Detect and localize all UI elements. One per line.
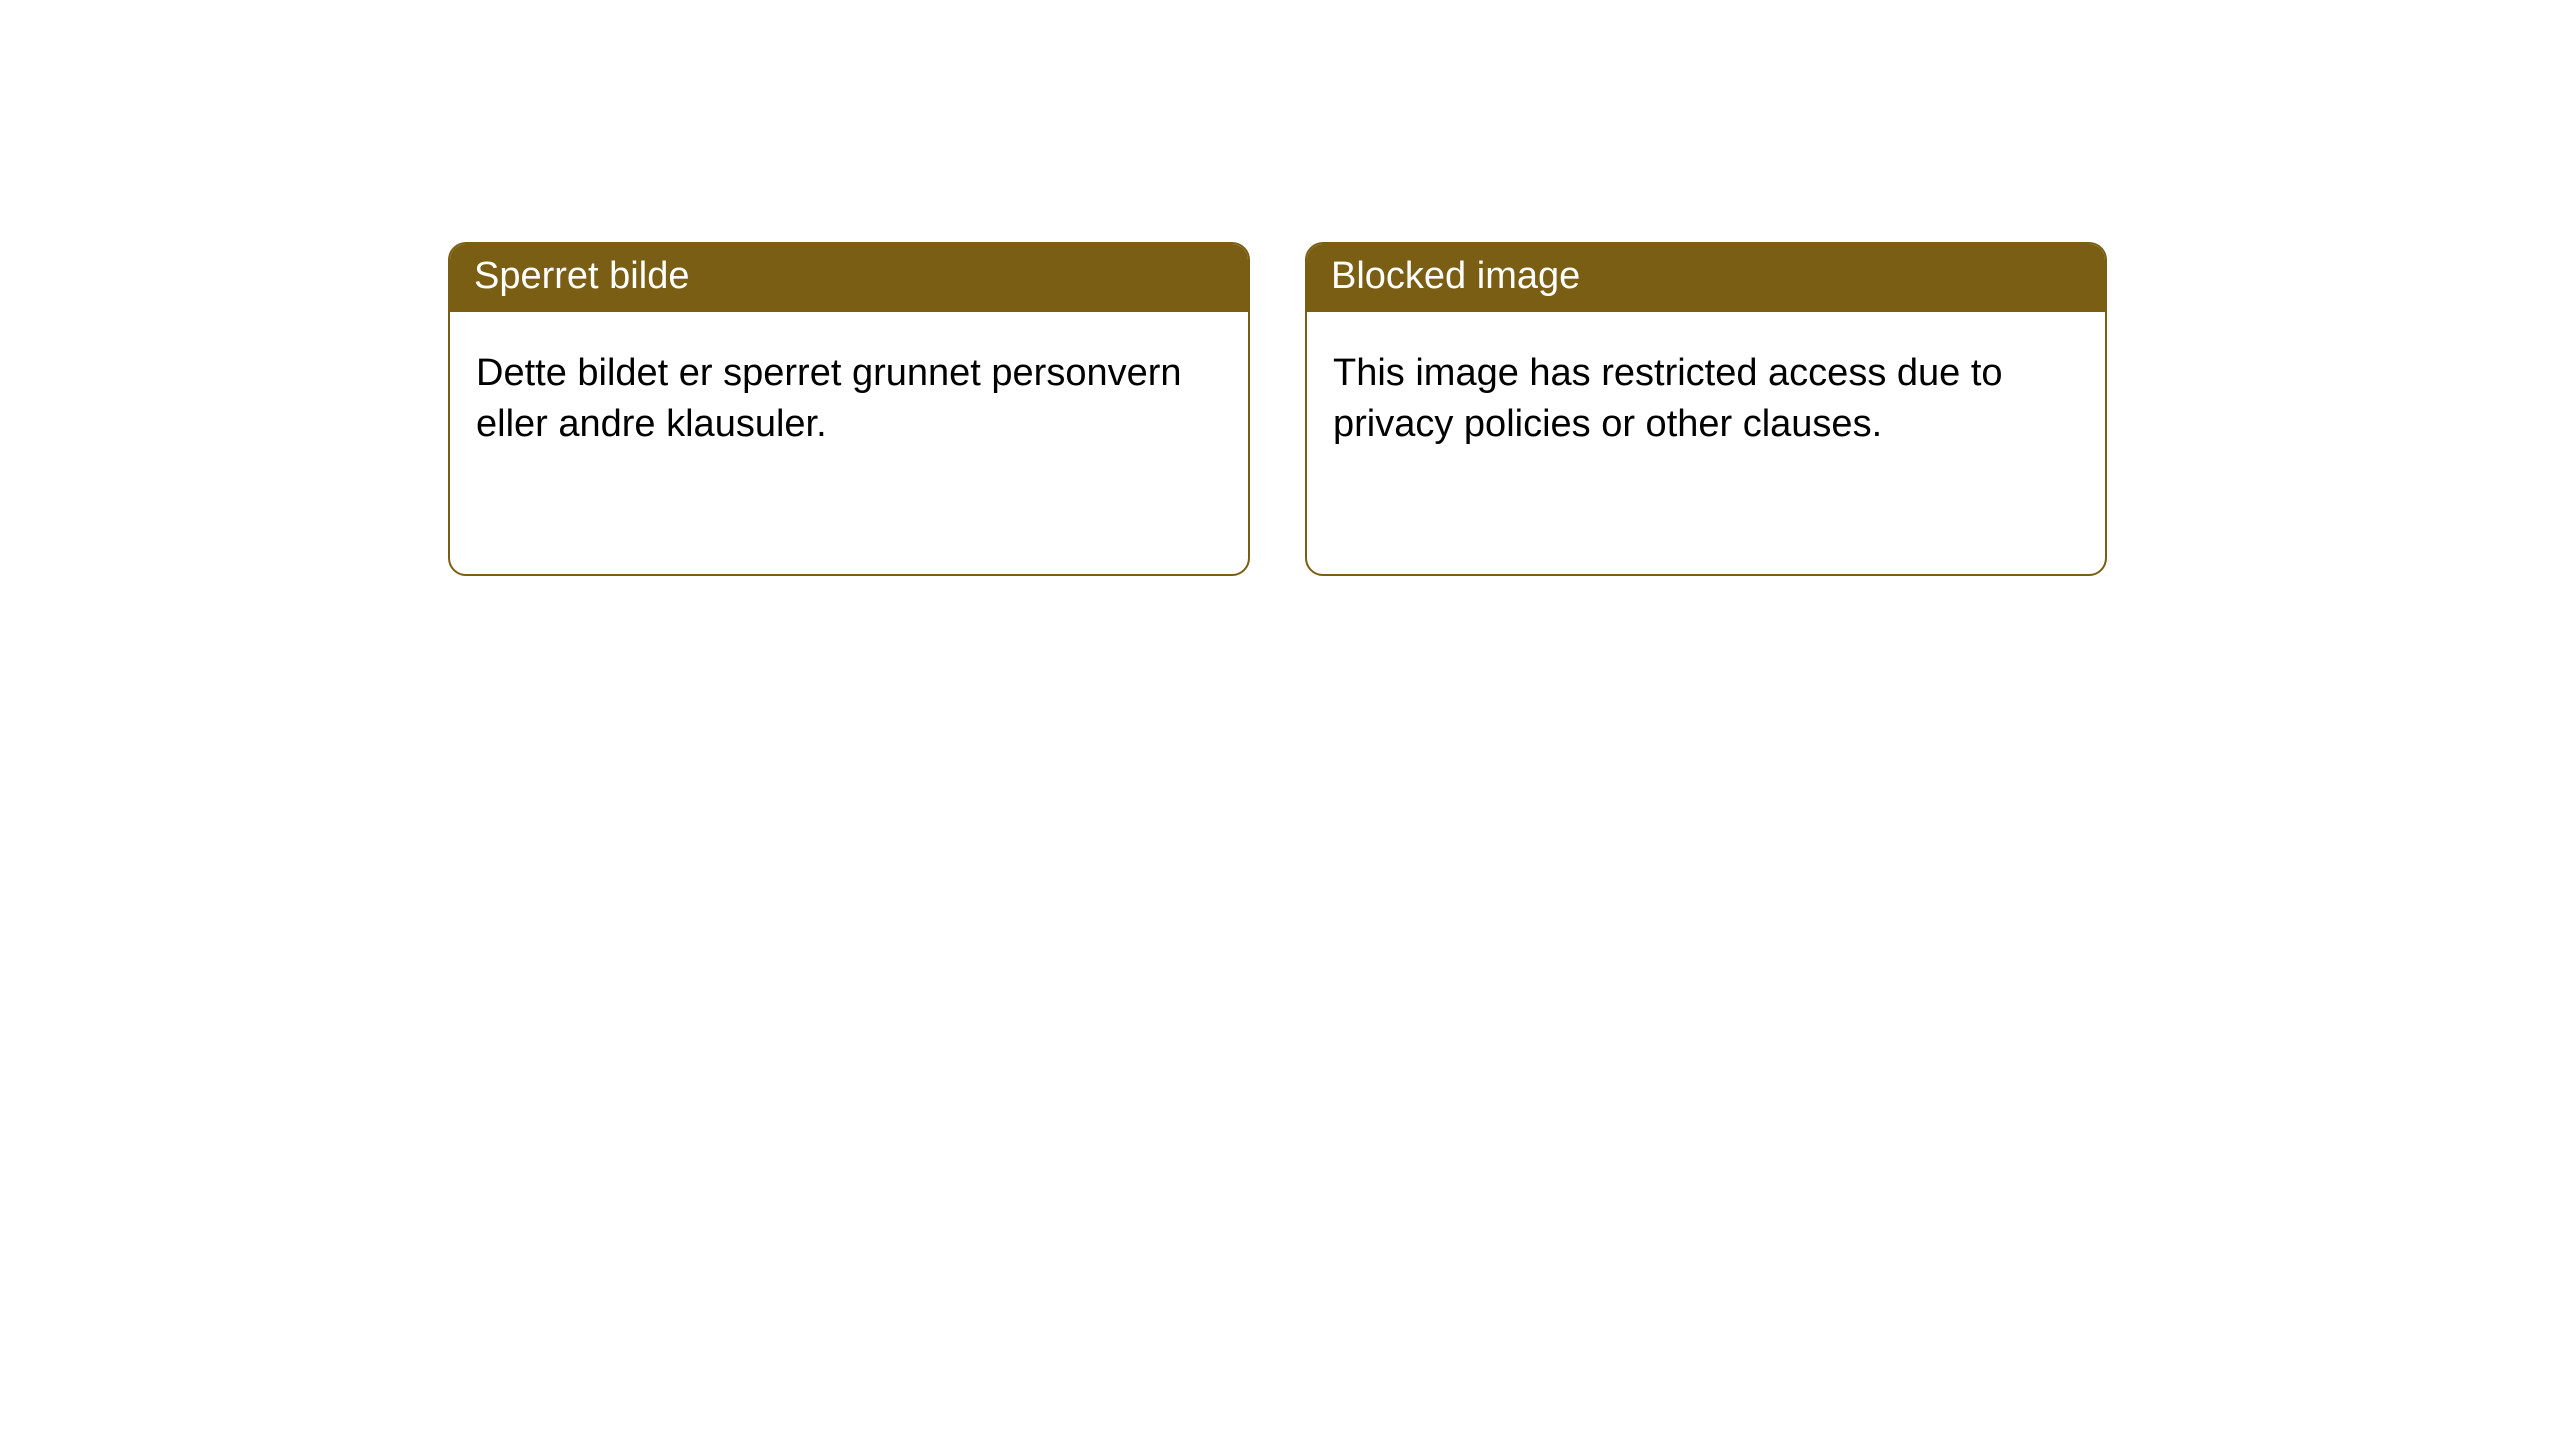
card-body-text: This image has restricted access due to … [1333, 352, 2003, 445]
notice-cards-container: Sperret bilde Dette bildet er sperret gr… [0, 0, 2560, 576]
card-body: Dette bildet er sperret grunnet personve… [450, 312, 1248, 487]
card-title: Sperret bilde [474, 255, 689, 297]
blocked-image-card-en: Blocked image This image has restricted … [1305, 242, 2107, 576]
card-body-text: Dette bildet er sperret grunnet personve… [476, 352, 1182, 445]
blocked-image-card-no: Sperret bilde Dette bildet er sperret gr… [448, 242, 1250, 576]
card-header: Blocked image [1307, 244, 2105, 312]
card-header: Sperret bilde [450, 244, 1248, 312]
card-title: Blocked image [1331, 255, 1580, 297]
card-body: This image has restricted access due to … [1307, 312, 2105, 487]
